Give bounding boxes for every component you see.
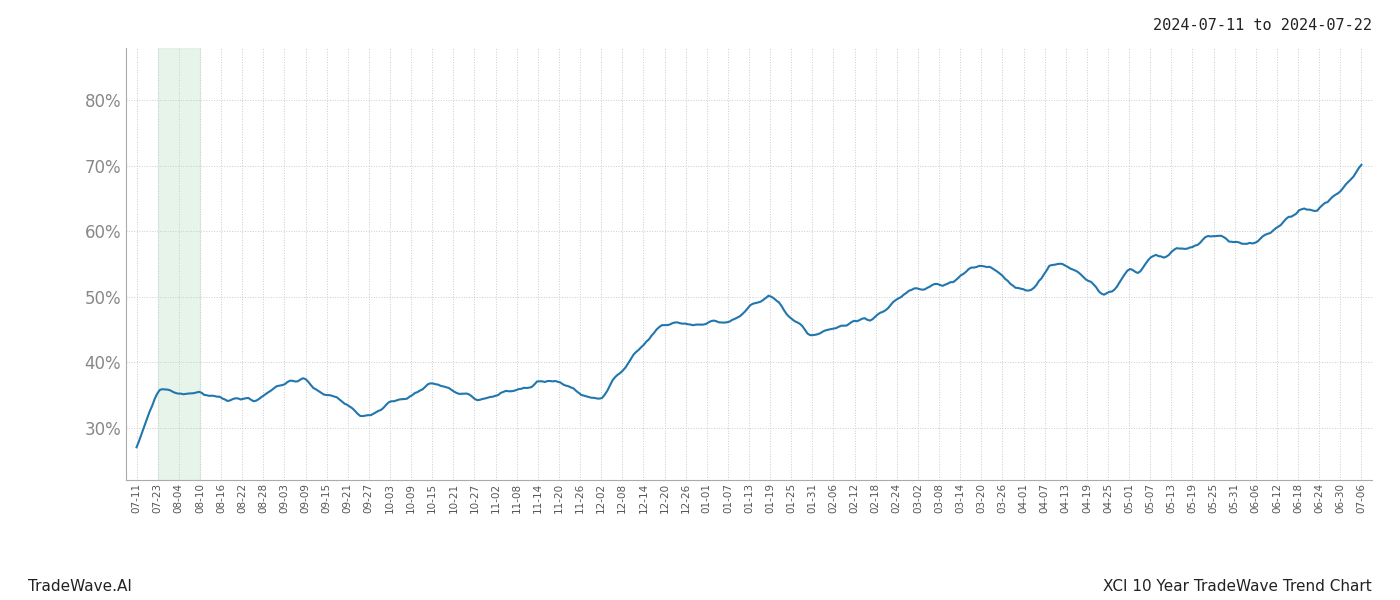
Text: 2024-07-11 to 2024-07-22: 2024-07-11 to 2024-07-22 bbox=[1154, 18, 1372, 33]
Text: TradeWave.AI: TradeWave.AI bbox=[28, 579, 132, 594]
Bar bbox=[158, 48, 200, 480]
Text: XCI 10 Year TradeWave Trend Chart: XCI 10 Year TradeWave Trend Chart bbox=[1103, 579, 1372, 594]
